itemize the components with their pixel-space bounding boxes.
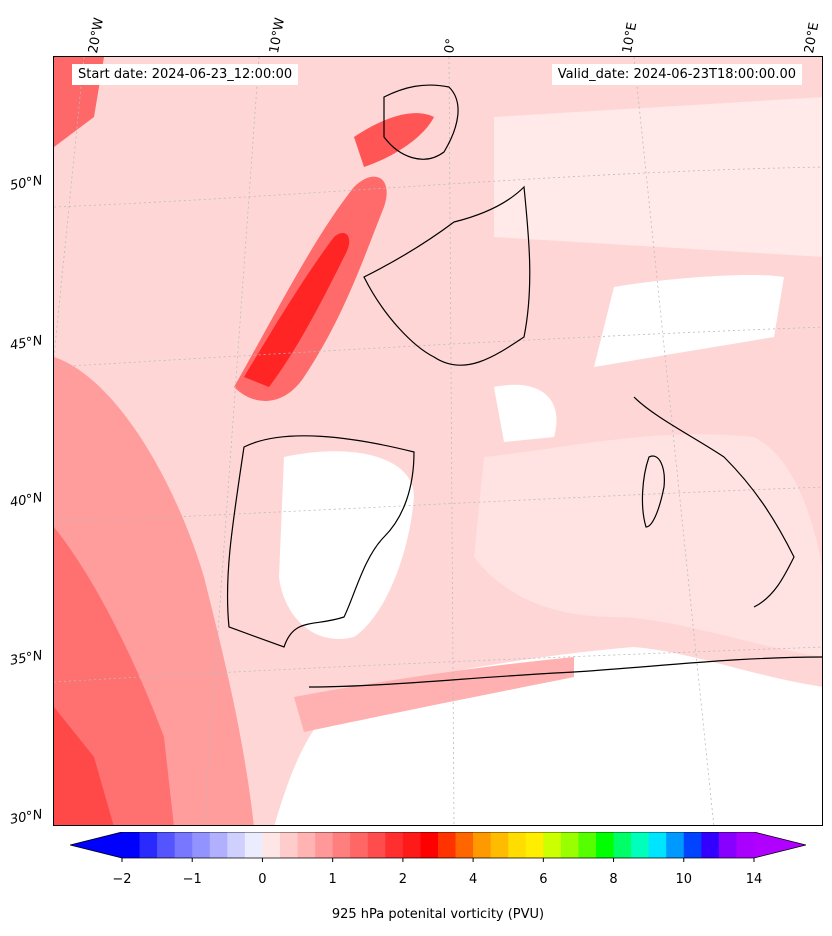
pv-ridge-biscay-core bbox=[244, 232, 350, 387]
colorbar-segment bbox=[438, 832, 457, 858]
colorbar-segment bbox=[701, 832, 720, 858]
lon-label-20e: 20°E bbox=[802, 21, 823, 55]
colorbar-segment bbox=[490, 832, 509, 858]
colorbar-segment bbox=[648, 832, 667, 858]
lon-label-0: 0° bbox=[442, 37, 460, 55]
colorbar-tick-label: 6 bbox=[539, 872, 548, 887]
colorbar-under-arrow bbox=[70, 832, 122, 858]
coast-north-africa bbox=[308, 656, 822, 688]
nodata-alps bbox=[594, 275, 784, 367]
colorbar bbox=[70, 832, 806, 862]
colorbar-label: 925 hPa potenital vorticity (PVU) bbox=[331, 907, 545, 922]
colorbar-segment bbox=[367, 832, 386, 858]
colorbar-segment bbox=[315, 832, 334, 858]
colorbar-segment bbox=[262, 832, 281, 858]
colorbar-segment bbox=[209, 832, 228, 858]
pv-mediterranean bbox=[474, 434, 822, 657]
pv-light-northeast bbox=[494, 97, 822, 257]
coast-britain bbox=[383, 84, 459, 160]
graticule bbox=[54, 57, 822, 825]
colorbar-segment bbox=[139, 832, 158, 858]
coast-france bbox=[363, 185, 531, 366]
colorbar-segment bbox=[736, 832, 755, 858]
colorbar-segment bbox=[192, 832, 211, 858]
colorbar-tick-label: 2 bbox=[398, 872, 408, 887]
colorbar-over-arrow bbox=[754, 832, 806, 858]
pv-band-atlantic-left bbox=[54, 707, 114, 825]
nodata-france-south bbox=[494, 384, 557, 442]
colorbar-tick-label: 8 bbox=[609, 872, 618, 887]
colorbar-segment bbox=[332, 832, 351, 858]
coast-corsica bbox=[641, 455, 665, 528]
lat-label-30n: 30°N bbox=[8, 807, 44, 828]
colorbar-tick-label: 4 bbox=[468, 872, 478, 887]
colorbar-tick-label: 1 bbox=[328, 872, 337, 887]
colorbar-segment bbox=[280, 832, 299, 858]
pv-ridge-channel bbox=[354, 113, 434, 167]
coast-italy bbox=[633, 396, 795, 608]
pv-field-map bbox=[54, 57, 822, 825]
colorbar-segment bbox=[122, 832, 141, 858]
coast-iberia bbox=[226, 435, 415, 648]
valid-date-label: Valid_date: 2024-06-23T18:00:00.00 bbox=[551, 64, 802, 85]
colorbar-segment bbox=[560, 832, 579, 858]
colorbar-tick-label: 10 bbox=[675, 872, 693, 887]
colorbar-segment bbox=[543, 832, 562, 858]
colorbar-segment bbox=[613, 832, 632, 858]
colorbar-segment bbox=[473, 832, 492, 858]
colorbar-segment bbox=[596, 832, 615, 858]
colorbar-tick-label: −1 bbox=[182, 872, 202, 887]
lat-label-50n: 50°N bbox=[8, 173, 44, 194]
lat-label-40n: 40°N bbox=[8, 490, 44, 511]
colorbar-segment bbox=[385, 832, 404, 858]
colorbar-segment bbox=[631, 832, 650, 858]
colorbar-tick-label: 0 bbox=[258, 872, 267, 887]
colorbar-segment bbox=[297, 832, 316, 858]
lon-label-10w: 10°W bbox=[267, 16, 289, 55]
colorbar-segment bbox=[227, 832, 246, 858]
lat-label-35n: 35°N bbox=[8, 648, 44, 669]
map-panel[interactable] bbox=[53, 56, 823, 826]
colorbar-segment bbox=[402, 832, 421, 858]
colorbar-segment bbox=[508, 832, 527, 858]
colorbar-segment bbox=[244, 832, 263, 858]
colorbar-segment bbox=[350, 832, 369, 858]
colorbar-tick-label: −2 bbox=[112, 872, 132, 887]
colorbar-segment bbox=[666, 832, 685, 858]
colorbar-segment bbox=[455, 832, 474, 858]
nodata-iberia bbox=[279, 451, 414, 639]
colorbar-segment bbox=[718, 832, 737, 858]
lon-label-20w: 20°W bbox=[86, 16, 108, 55]
start-date-label: Start date: 2024-06-23_12:00:00 bbox=[72, 64, 299, 85]
colorbar-segment bbox=[174, 832, 193, 858]
colorbar-segment bbox=[578, 832, 597, 858]
colorbar-tick-label: 14 bbox=[745, 872, 763, 887]
colorbar-segment bbox=[420, 832, 439, 858]
colorbar-segment bbox=[157, 832, 176, 858]
coastlines bbox=[226, 84, 822, 688]
colorbar-segment bbox=[683, 832, 702, 858]
colorbar-segment bbox=[525, 832, 544, 858]
lon-label-10e: 10°E bbox=[620, 21, 641, 55]
lat-label-45n: 45°N bbox=[8, 333, 44, 354]
